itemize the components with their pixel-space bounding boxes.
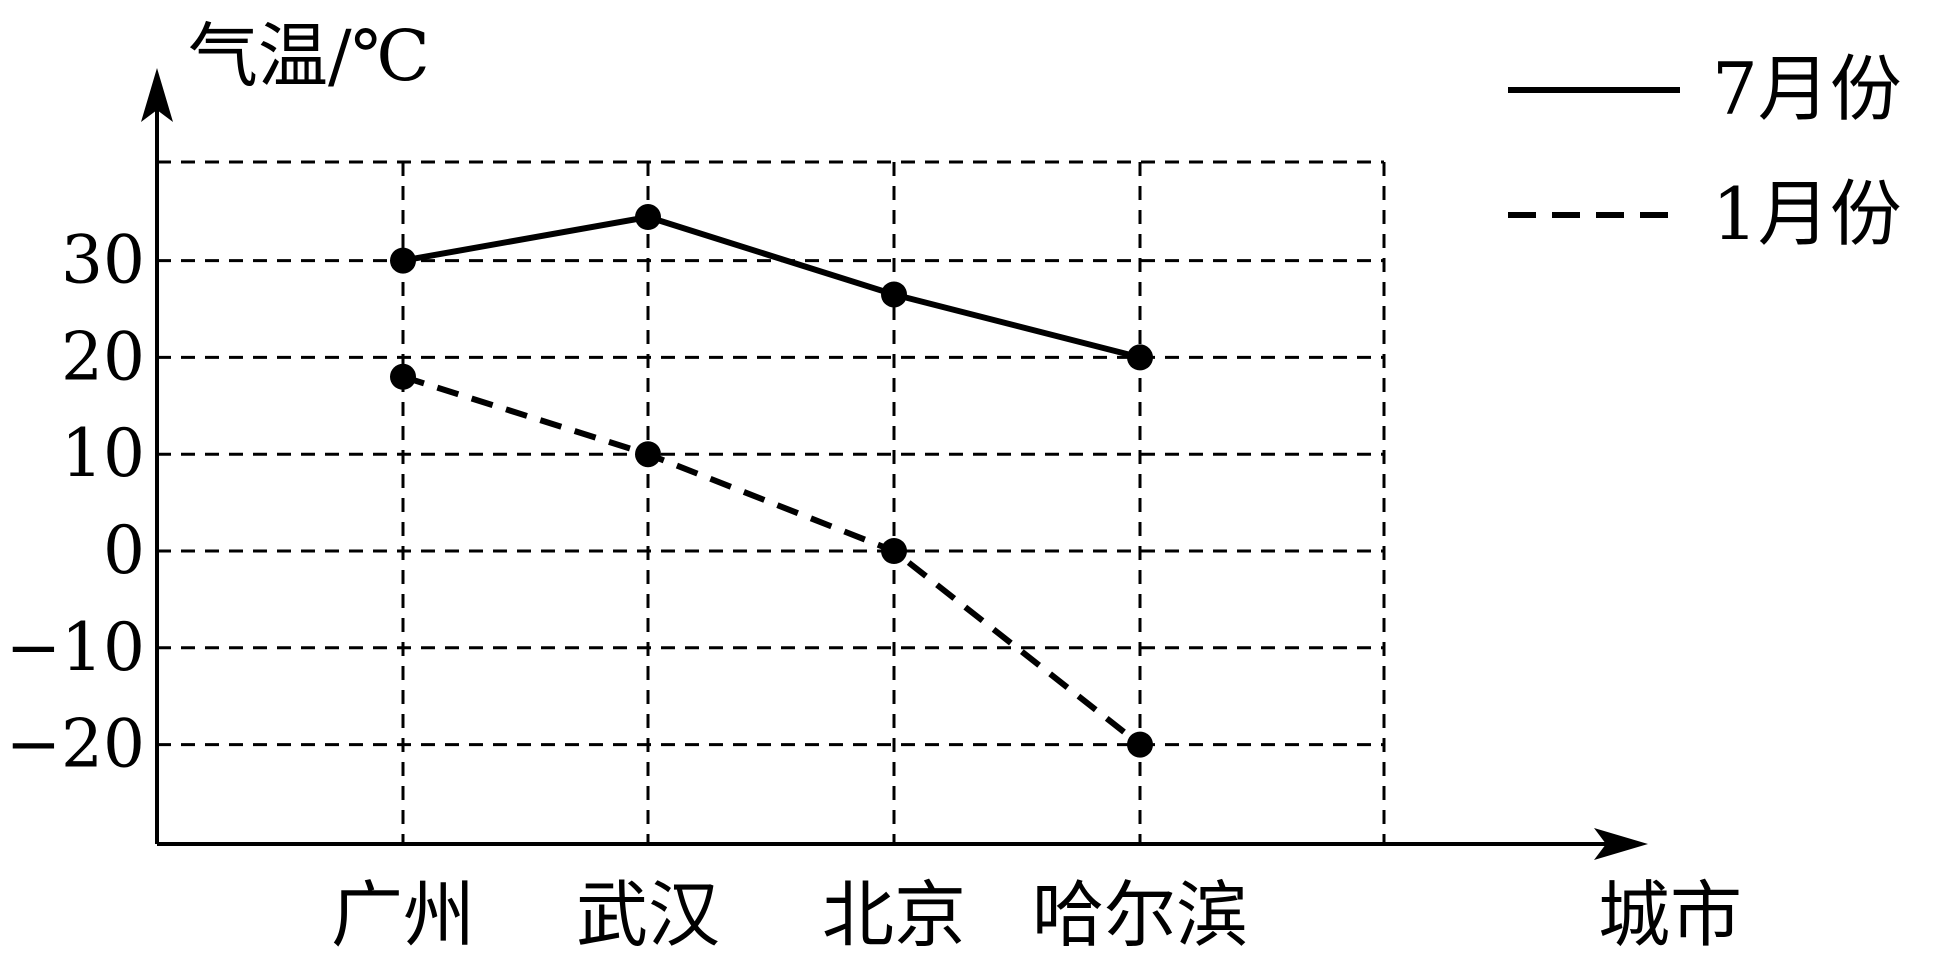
series-0-point-1	[635, 204, 661, 231]
y-tick-label-2: 10	[61, 415, 145, 492]
labels: 30 20 10 0 −10 −20 广州 武汉 北京 哈尔滨 气温/℃ 城市	[6, 15, 1742, 957]
x-axis-title: 城市	[1598, 873, 1742, 957]
x-axis-arrow	[1594, 828, 1648, 860]
legend-label-0: 7月份	[1712, 47, 1902, 131]
series-0-point-3	[1127, 344, 1153, 371]
series-0-point-2	[881, 281, 907, 308]
y-tick-label-0: 30	[61, 222, 145, 299]
series-1-point-1	[635, 441, 661, 468]
series-line-1	[402, 373, 1142, 747]
x-category-label-1: 武汉	[576, 873, 720, 957]
legend-label-1: 1月份	[1712, 172, 1902, 256]
y-tick-label-4: −10	[6, 609, 145, 686]
grid	[157, 160, 1386, 844]
series-1-point-3	[1127, 731, 1153, 758]
x-category-label-0: 广州	[331, 873, 475, 957]
y-axis-arrow	[141, 68, 173, 122]
y-tick-label-1: 20	[61, 318, 145, 395]
series-1-point-0	[390, 363, 416, 390]
x-category-label-2: 北京	[822, 873, 966, 957]
series	[390, 204, 1153, 758]
axes	[141, 68, 1648, 860]
x-category-label-3: 哈尔滨	[1032, 873, 1248, 957]
series-1-point-2	[881, 538, 907, 564]
y-tick-label-3: 0	[103, 512, 145, 589]
series-0-point-0	[390, 247, 416, 274]
y-axis-title: 气温/℃	[188, 15, 430, 97]
y-tick-label-5: −20	[6, 706, 145, 783]
series-line-0	[402, 214, 1141, 361]
